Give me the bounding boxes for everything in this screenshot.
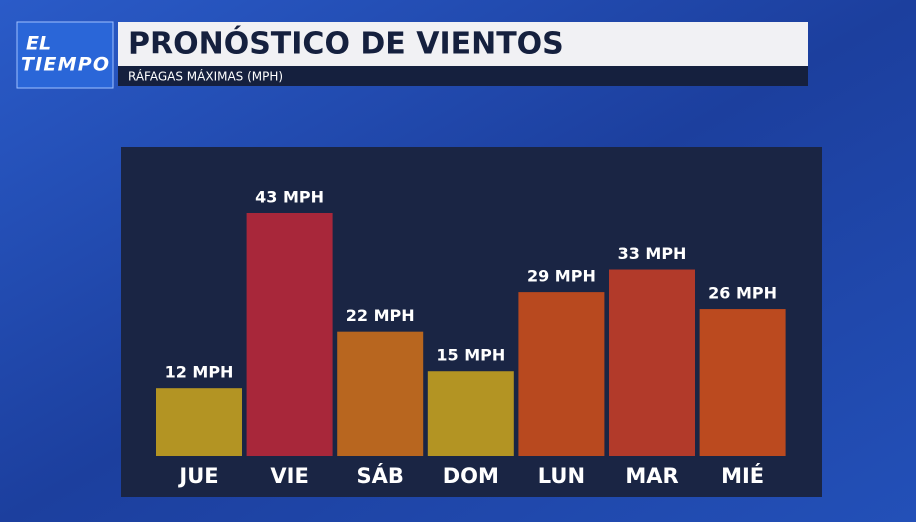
subtitle-bar	[118, 66, 808, 86]
value-label: 26 MPH	[708, 284, 777, 303]
x-tick-label: DOM	[443, 464, 499, 488]
x-tick-label: SÁB	[357, 463, 404, 488]
logo-text: EL	[26, 33, 51, 55]
bar	[518, 292, 605, 456]
x-tick-label: VIE	[270, 464, 308, 488]
value-label: 43 MPH	[255, 188, 324, 207]
value-label: 29 MPH	[527, 267, 596, 286]
value-label: 33 MPH	[618, 244, 687, 263]
chart-subtitle: RÁFAGAS MÁXIMAS (MPH)	[128, 69, 283, 84]
x-tick-label: JUE	[177, 464, 218, 488]
bar	[156, 388, 242, 456]
title-bar	[118, 22, 808, 66]
logo-text: TIEMPO	[21, 54, 109, 76]
bar	[699, 309, 786, 456]
bar	[337, 331, 424, 456]
x-tick-label: LUN	[538, 464, 585, 488]
value-label: 12 MPH	[165, 363, 234, 382]
chart-title: PRONÓSTICO DE VIENTOS	[128, 25, 564, 62]
value-label: 15 MPH	[436, 346, 505, 365]
x-tick-label: MIÉ	[721, 463, 764, 488]
x-tick-label: MAR	[625, 464, 678, 488]
bar	[609, 269, 695, 456]
value-label: 22 MPH	[346, 306, 415, 325]
bar	[246, 213, 333, 456]
bar	[427, 371, 514, 456]
logo-box	[16, 21, 114, 89]
